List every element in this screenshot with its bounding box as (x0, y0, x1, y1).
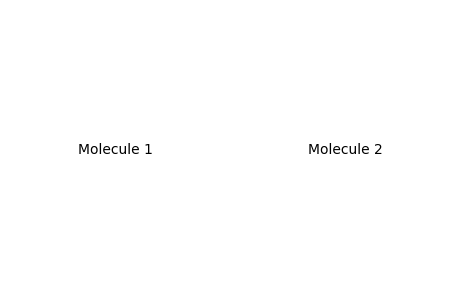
Text: Molecule 2: Molecule 2 (307, 143, 381, 157)
Text: Molecule 1: Molecule 1 (78, 143, 152, 157)
